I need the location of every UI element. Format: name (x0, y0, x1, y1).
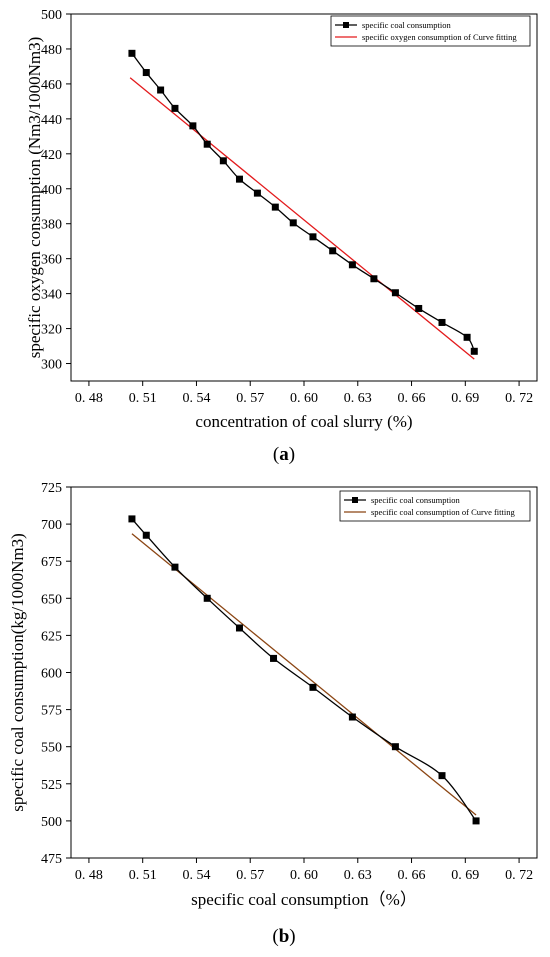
figure-caption: (a) (273, 444, 295, 465)
data-point (438, 318, 446, 326)
legend-label: specific coal consumption of Curve fitti… (371, 507, 516, 517)
y-tick-label: 420 (41, 148, 62, 163)
legend-label: specific coal consumption (371, 495, 461, 505)
x-tick-label: 0. 48 (75, 868, 103, 883)
y-tick-label: 320 (41, 323, 62, 338)
x-tick-label: 0. 48 (75, 391, 103, 406)
legend-box (330, 15, 531, 47)
x-tick-label: 0. 51 (129, 391, 157, 406)
chart-b: 0. 48 0. 51 0. 54 0. 57 0. 60 0. 63 0. 66 0. 69… (8, 481, 538, 947)
x-tick-label: 0. 63 (344, 868, 372, 883)
x-axis-title: concentration of coal slurry (%) (195, 412, 412, 431)
data-point (370, 275, 378, 283)
data-point (329, 247, 337, 255)
data-point (235, 624, 243, 632)
y-tick-label: 460 (41, 78, 62, 93)
y-tick-label: 700 (41, 518, 62, 533)
data-point (171, 563, 179, 571)
legend-label: specific oxygen consumption of Curve fit… (362, 32, 517, 42)
data-point (142, 531, 150, 539)
x-tick-label: 0. 66 (398, 391, 426, 406)
legend-box (339, 490, 531, 522)
x-tick-label: 0. 60 (290, 868, 318, 883)
y-tick-label: 480 (41, 43, 62, 58)
y-tick-label: 650 (41, 592, 62, 607)
x-tick-label: 0. 57 (236, 391, 264, 406)
y-tick-label: 475 (41, 852, 62, 867)
data-point (235, 175, 243, 183)
legend-marker (352, 497, 358, 503)
data-point (309, 233, 317, 241)
x-tick-label: 0. 57 (236, 868, 264, 883)
x-tick-label: 0. 69 (451, 868, 479, 883)
x-tick-label: 0. 72 (505, 391, 533, 406)
y-tick-label: 575 (41, 704, 62, 719)
figure-caption: (b) (272, 926, 295, 947)
chart-a: 0. 48 0. 51 0. 54 0. 57 0. 60 0. 63 0. 66 0. 69… (25, 8, 538, 465)
data-point (415, 304, 423, 312)
data-point (157, 86, 165, 94)
x-tick-label: 0. 60 (290, 391, 318, 406)
plot-frame (70, 486, 538, 859)
y-tick-label: 675 (41, 555, 62, 570)
data-point (438, 772, 446, 780)
data-point (142, 69, 150, 77)
x-tick-label: 0. 54 (182, 868, 210, 883)
y-axis-title: specific coal consumption(kg/1000Nm3) (8, 533, 27, 812)
data-point (128, 49, 136, 57)
data-point (391, 743, 399, 751)
data-point (348, 713, 356, 721)
legend: specific coal consumption specific oxygen… (330, 15, 531, 47)
x-tick-label: 0. 63 (344, 391, 372, 406)
y-tick-label: 500 (41, 815, 62, 830)
legend-marker (343, 22, 349, 28)
y-tick-label: 360 (41, 253, 62, 268)
y-tick-label: 725 (41, 481, 62, 496)
data-point (309, 683, 317, 691)
y-tick-label: 625 (41, 629, 62, 644)
x-tick-label: 0. 66 (398, 868, 426, 883)
x-tick-label: 0. 69 (451, 391, 479, 406)
data-point (271, 203, 279, 211)
y-axis-title: specific oxygen consumption (Nm3/1000Nm3… (25, 37, 44, 359)
data-point (171, 104, 179, 112)
data-point (128, 515, 136, 523)
data-point (348, 261, 356, 269)
data-point (391, 289, 399, 297)
data-point (463, 333, 471, 341)
series-line (131, 518, 477, 822)
legend: specific coal consumption specific coal c… (339, 490, 531, 522)
data-point (253, 189, 261, 197)
x-tick-label: 0. 72 (505, 868, 533, 883)
y-tick-label: 550 (41, 741, 62, 756)
y-tick-label: 300 (41, 358, 62, 373)
y-tick-label: 500 (41, 8, 62, 23)
data-point (203, 140, 211, 148)
data-point (219, 157, 227, 165)
data-point (289, 219, 297, 227)
y-tick-label: 440 (41, 113, 62, 128)
x-tick-label: 0. 51 (129, 868, 157, 883)
y-tick-label: 380 (41, 218, 62, 233)
y-tick-label: 340 (41, 288, 62, 303)
y-tick-label: 600 (41, 667, 62, 682)
data-point (470, 347, 478, 355)
legend-label: specific coal consumption (362, 20, 452, 30)
x-tick-label: 0. 54 (182, 391, 210, 406)
x-axis-title: specific coal consumption（%） (191, 890, 417, 909)
data-point (270, 654, 278, 662)
y-tick-label: 525 (41, 778, 62, 793)
plot-frame (70, 13, 538, 382)
data-point (203, 594, 211, 602)
data-point (472, 817, 480, 825)
y-tick-label: 400 (41, 183, 62, 198)
fit-line (129, 77, 475, 360)
series-line (131, 52, 475, 352)
data-point (189, 122, 197, 130)
